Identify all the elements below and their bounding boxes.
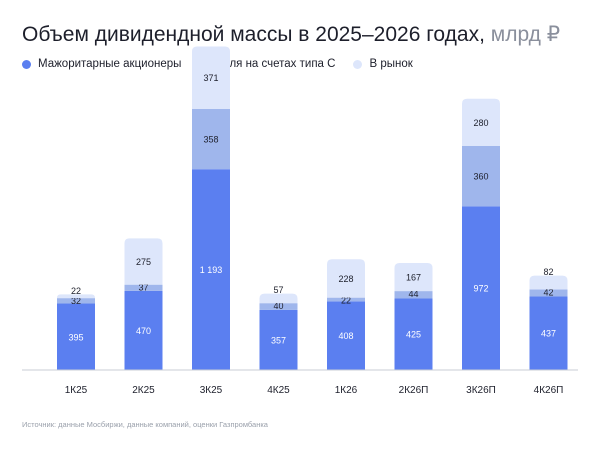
data-label-type-c: 44 <box>408 289 418 299</box>
x-tick-label: 4К25 <box>267 385 290 396</box>
data-label-type-c: 32 <box>71 296 81 306</box>
legend-item-majority: Мажоритарные акционеры <box>22 58 181 70</box>
bar-segment-majority <box>529 296 568 370</box>
bar-segment-majority <box>124 290 163 370</box>
data-label-majority: 425 <box>406 330 421 340</box>
legend-dot-majority <box>22 59 31 69</box>
bar-segment-majority <box>462 206 500 370</box>
bar-segment-market <box>57 294 95 299</box>
x-tick-label: 2К26П <box>399 385 429 396</box>
bar-segment-type-c <box>394 291 433 299</box>
bar-segment-market <box>394 262 433 292</box>
bar-segment-market <box>192 46 230 109</box>
bar-segment-majority <box>57 303 95 370</box>
source-note: Источник: данные Мосбиржи, данные компан… <box>22 420 268 429</box>
data-label-market: 22 <box>71 286 81 296</box>
data-label-market: 82 <box>543 267 553 277</box>
x-tick-label: 2К25 <box>132 385 155 396</box>
data-label-majority: 395 <box>68 332 83 342</box>
bar-segment-market <box>259 293 298 304</box>
bar-segment-majority <box>259 309 298 370</box>
x-tick-label: 3К26П <box>466 385 496 396</box>
data-label-type-c: 358 <box>203 135 218 145</box>
data-label-type-c: 37 <box>138 283 148 293</box>
bar-segment-majority <box>192 169 230 370</box>
data-label-market: 280 <box>473 118 488 128</box>
legend-label-market: В рынок <box>369 58 413 70</box>
legend-dot-market <box>353 59 363 69</box>
x-tick-label: 1К25 <box>65 385 88 396</box>
data-label-market: 57 <box>273 285 283 295</box>
legend-label-type-c: Доля на счетах типа С <box>215 58 336 70</box>
bar-segment-type-c <box>57 298 95 304</box>
data-label-type-c: 40 <box>273 301 283 311</box>
bar-segment-type-c <box>124 284 163 291</box>
bar-segment-type-c <box>259 303 298 310</box>
bar-segment-market <box>462 98 500 146</box>
data-label-majority: 972 <box>473 284 488 294</box>
data-label-majority: 1 193 <box>200 265 223 275</box>
bar-segment-type-c <box>529 289 568 297</box>
bar-segment-market <box>124 238 163 285</box>
data-label-market: 275 <box>136 257 151 267</box>
data-label-majority: 470 <box>136 326 151 336</box>
data-label-type-c: 360 <box>473 172 488 182</box>
bar-segment-type-c <box>462 145 500 207</box>
data-label-market: 167 <box>406 273 421 283</box>
data-label-type-c: 22 <box>341 296 351 306</box>
legend-label-majority: Мажоритарные акционеры <box>38 58 182 70</box>
data-label-market: 371 <box>203 73 218 83</box>
x-tick-label: 1К26 <box>335 385 358 396</box>
chart-title: Объем дивидендной массы в 2025–2026 года… <box>22 22 560 47</box>
data-label-majority: 437 <box>541 329 556 339</box>
bar-segment-market <box>327 259 365 298</box>
x-tick-label: 3К25 <box>200 385 223 396</box>
data-label-majority: 357 <box>271 335 286 345</box>
bar-segment-type-c <box>327 297 365 302</box>
bar-segment-majority <box>327 301 365 370</box>
chart-title-unit: млрд ₽ <box>490 23 561 46</box>
chart-title-text: Объем дивидендной массы в 2025–2026 года… <box>22 23 485 46</box>
data-label-market: 228 <box>338 274 353 284</box>
bar-segment-market <box>529 275 568 290</box>
data-label-type-c: 42 <box>543 287 553 297</box>
bar-segment-type-c <box>192 108 230 170</box>
legend-item-market: В рынок <box>353 58 413 70</box>
bar-segment-majority <box>394 298 433 370</box>
data-label-majority: 408 <box>338 331 353 341</box>
x-tick-label: 4К26П <box>534 385 564 396</box>
